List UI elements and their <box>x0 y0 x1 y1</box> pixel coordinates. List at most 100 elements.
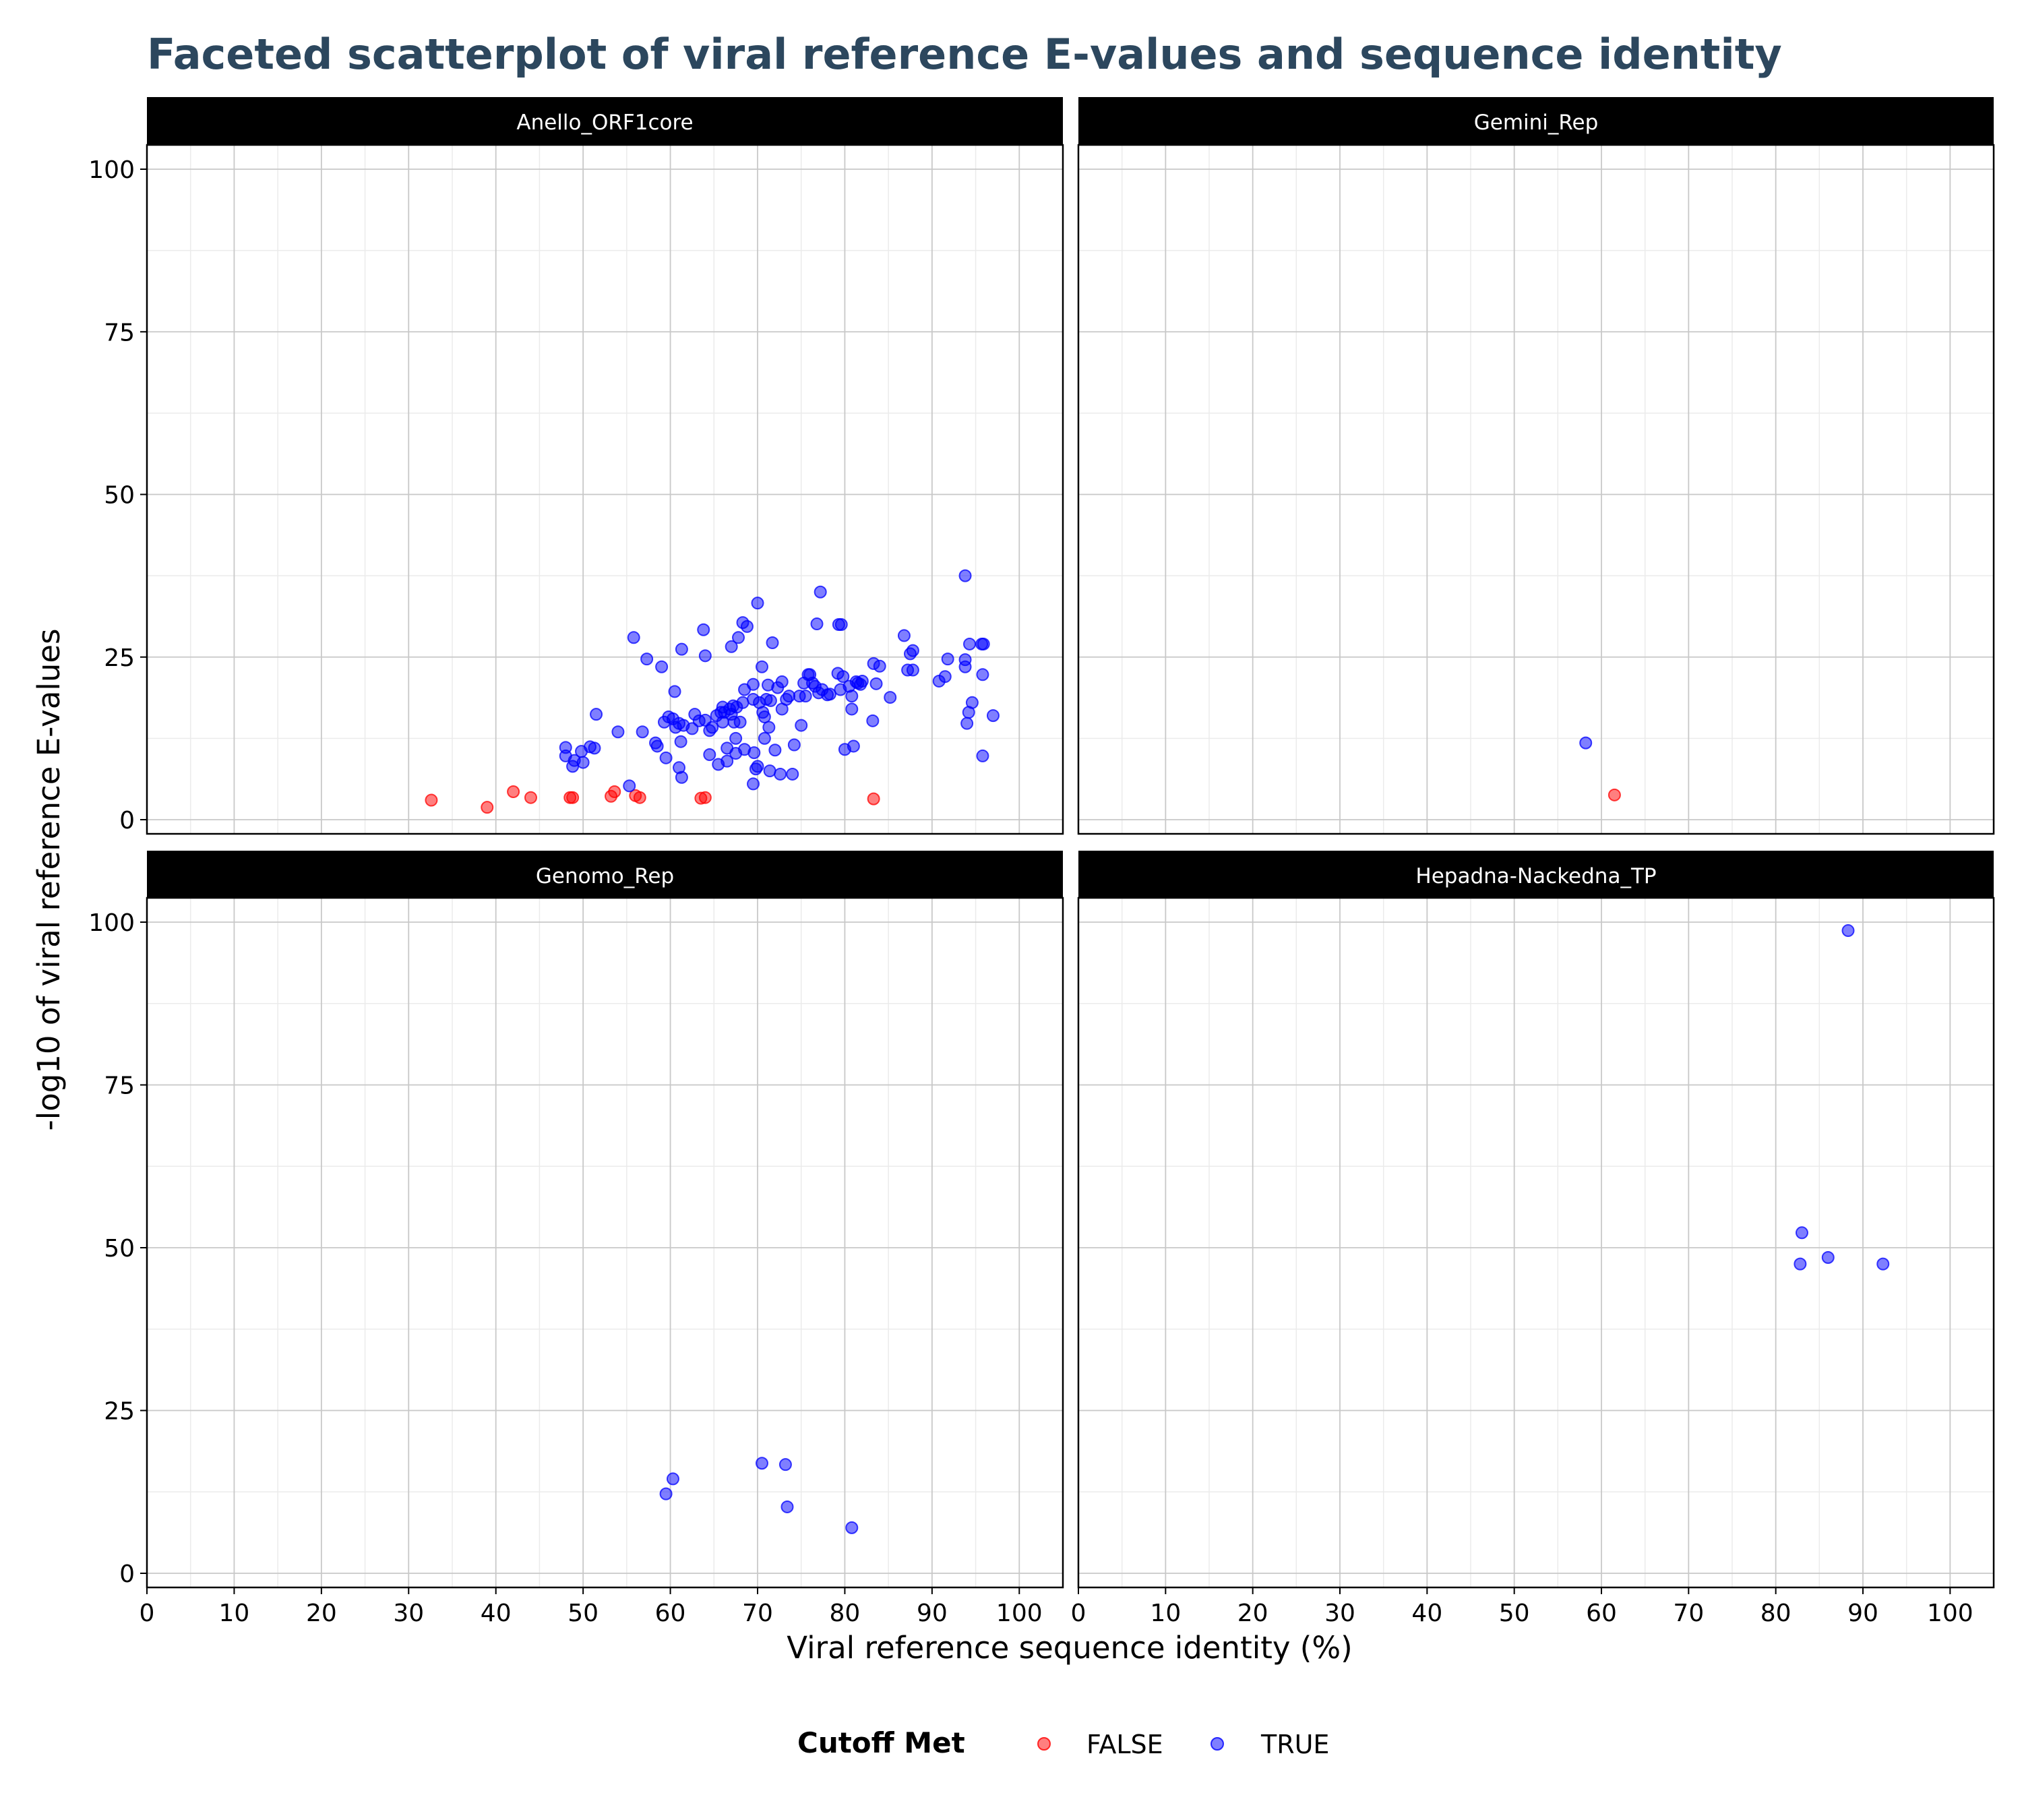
panel-border <box>146 897 1064 1589</box>
data-point <box>906 644 919 657</box>
data-point <box>965 696 979 709</box>
facet-panel: Anello_ORF1core 0 25 50 75 100 <box>88 97 1064 835</box>
x-tick-label: 20 <box>1237 1600 1268 1627</box>
panel-background <box>147 898 1063 1587</box>
data-point <box>668 685 681 698</box>
data-point <box>786 767 799 781</box>
data-point <box>986 709 1000 723</box>
panel-background <box>1078 898 1994 1587</box>
x-tick-label: 90 <box>1847 1600 1878 1627</box>
data-point <box>675 642 688 656</box>
data-point <box>1841 924 1855 938</box>
data-point <box>938 670 952 684</box>
data-point <box>976 668 989 681</box>
x-tick-label: 100 <box>996 1600 1043 1627</box>
x-tick-label: 0 <box>140 1600 155 1627</box>
legend-marker-true <box>1211 1737 1224 1751</box>
data-point <box>867 792 880 806</box>
data-point <box>768 744 782 757</box>
facet-panel: Hepadna-Nackedna_TP 0 10 20 30 40 50 60 70 80 90 10… <box>1071 851 1995 1627</box>
facet-strip-label: Anello_ORF1core <box>516 111 693 135</box>
data-point <box>958 569 972 582</box>
panel-border <box>146 144 1064 835</box>
data-point <box>740 619 754 633</box>
data-point <box>655 660 669 673</box>
y-tick-label: 50 <box>104 1235 135 1263</box>
facet-strip-label: Hepadna-Nackedna_TP <box>1415 864 1656 888</box>
data-point <box>706 721 719 734</box>
data-point <box>524 791 537 804</box>
legend: Cutoff Met FALSE TRUE <box>797 1726 1329 1759</box>
data-point <box>633 791 646 804</box>
data-point <box>795 719 808 732</box>
data-point <box>507 785 520 799</box>
data-point <box>725 640 738 653</box>
data-point <box>775 675 789 688</box>
data-point <box>845 690 859 703</box>
data-point <box>755 660 768 673</box>
data-point <box>799 690 812 703</box>
x-tick-label: 0 <box>1071 1600 1086 1627</box>
data-point <box>873 659 886 673</box>
data-point <box>823 688 836 701</box>
chart-title: Faceted scatterplot of viral reference E… <box>147 30 1782 79</box>
panel-border <box>1077 144 1995 835</box>
data-point <box>855 674 869 688</box>
data-point <box>698 791 712 804</box>
data-point <box>958 653 972 667</box>
x-axis-title: Viral reference sequence identity (%) <box>787 1630 1352 1666</box>
x-tick-label: 60 <box>1586 1600 1617 1627</box>
x-tick-label: 100 <box>1927 1600 1973 1627</box>
data-point <box>703 748 716 761</box>
y-tick-label: 75 <box>104 1072 135 1100</box>
data-point <box>866 714 880 727</box>
data-point <box>751 760 764 773</box>
data-point <box>636 725 649 739</box>
data-point <box>732 631 745 644</box>
x-tick-label: 50 <box>1499 1600 1530 1627</box>
data-point <box>481 801 494 814</box>
x-tick-label: 80 <box>1760 1600 1791 1627</box>
data-point <box>1876 1257 1890 1271</box>
x-tick-label: 50 <box>568 1600 599 1627</box>
data-point <box>976 749 989 762</box>
data-point <box>763 764 776 778</box>
facet-strip <box>147 851 1063 898</box>
data-point <box>897 629 911 642</box>
data-point <box>751 597 764 610</box>
x-tick-label: 10 <box>1150 1600 1181 1627</box>
legend-label-false: FALSE <box>1086 1730 1163 1759</box>
data-point <box>627 631 640 644</box>
data-point <box>623 779 636 793</box>
facet-strip <box>1078 851 1994 898</box>
facet-panel: Genomo_Rep 0 25 50 75 100 0 10 20 30 40 50 60 70 80 90 1… <box>88 851 1064 1627</box>
data-point <box>685 722 699 735</box>
data-point <box>758 731 771 745</box>
x-tick-label: 70 <box>1673 1600 1704 1627</box>
data-point <box>762 721 776 734</box>
data-point <box>729 731 743 745</box>
facet-panels: Anello_ORF1core0255075100Gemini_RepGenom… <box>88 97 1995 1627</box>
data-point <box>941 653 954 666</box>
facet-strip-label: Genomo_Rep <box>536 864 674 888</box>
x-tick-label: 30 <box>393 1600 424 1627</box>
x-tick-label: 60 <box>655 1600 686 1627</box>
x-tick-label: 80 <box>830 1600 861 1627</box>
data-point <box>566 791 580 804</box>
y-axis-title: -log10 of viral reference E-values <box>31 628 67 1130</box>
data-point <box>425 793 438 807</box>
data-point <box>755 1457 768 1470</box>
data-point <box>747 777 760 791</box>
data-point <box>845 702 859 716</box>
data-point <box>845 1521 859 1534</box>
data-point <box>608 785 621 799</box>
data-point <box>766 636 779 650</box>
data-point <box>847 739 860 753</box>
data-point <box>721 754 734 768</box>
data-point <box>659 751 673 764</box>
y-tick-label: 25 <box>104 1398 135 1426</box>
data-point <box>697 623 710 636</box>
y-tick-label: 25 <box>104 644 135 672</box>
x-tick-label: 10 <box>219 1600 250 1627</box>
y-tick-label: 100 <box>88 909 135 937</box>
